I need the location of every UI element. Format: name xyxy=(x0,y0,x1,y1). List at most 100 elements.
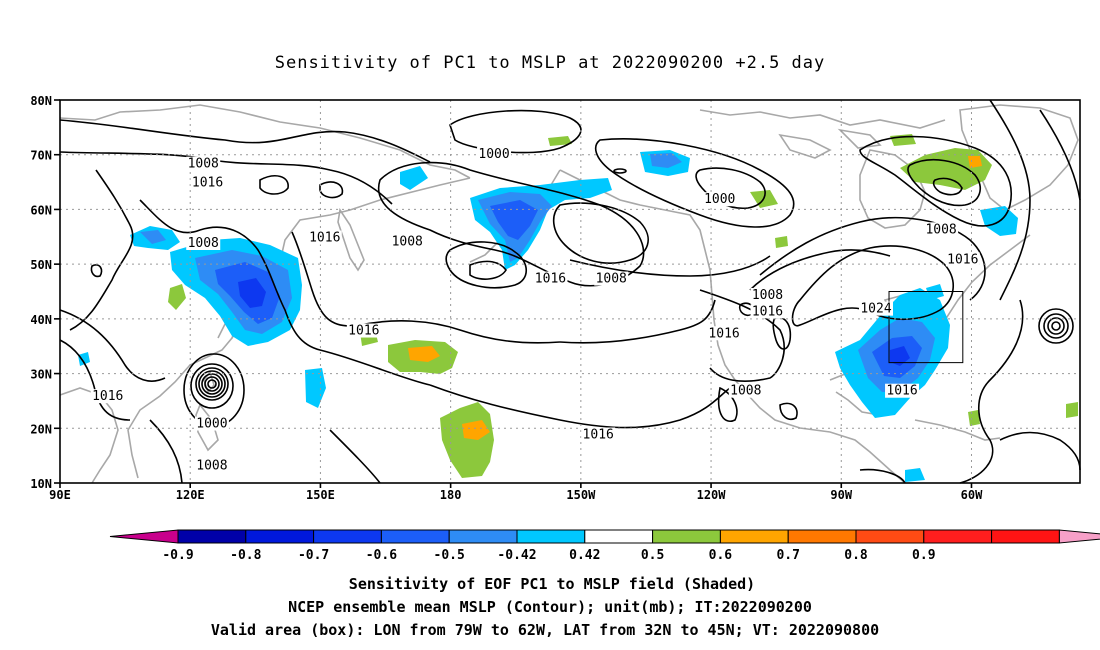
shade-pos-central-pacific-core xyxy=(408,346,440,362)
contour-label-background xyxy=(750,287,785,302)
contour-line xyxy=(959,299,1024,484)
contour-typhoon xyxy=(190,363,234,409)
colorbar-segment xyxy=(991,529,1060,544)
contour-line xyxy=(59,119,431,163)
contour-label: 1016 xyxy=(750,304,785,319)
contour-line xyxy=(999,431,1081,471)
shade-neg-japan-core xyxy=(238,278,266,308)
contour-label: 1008 xyxy=(594,271,629,287)
contour-label-background xyxy=(186,156,221,171)
contour-line xyxy=(552,202,649,264)
colorbar-segment xyxy=(380,529,450,544)
coastline-kamchatka xyxy=(337,207,365,272)
coastline-asia-north xyxy=(59,104,471,179)
contour-label-text: 1016 xyxy=(309,231,340,246)
colorbar-segment xyxy=(923,529,993,544)
contour-line xyxy=(559,299,716,344)
contour-label-background xyxy=(477,146,512,161)
contour-label: 1016 xyxy=(533,271,568,287)
shade-neg-small-1 xyxy=(78,352,90,366)
contour-label-text: 1016 xyxy=(535,272,566,287)
contour-typhoon xyxy=(198,370,226,398)
lat-tick-label: 30N xyxy=(30,368,52,382)
contour-line xyxy=(772,316,792,350)
valid-area-box xyxy=(888,291,964,364)
lat-tick-label: 80N xyxy=(30,94,52,108)
contour-label: 1000 xyxy=(702,192,737,207)
lon-tick-label: 120E xyxy=(176,488,205,502)
latitude-labels: 80N 70N 60N 50N 40N 30N 20N 10N xyxy=(30,94,60,491)
colorbar-segment xyxy=(855,529,925,544)
colorbar-segment xyxy=(719,529,789,544)
contour-typhoon xyxy=(195,367,229,401)
contour-label-text: 1016 xyxy=(947,252,978,267)
shade-neg-gulfalaska-inner xyxy=(650,153,682,168)
shade-neg-aleut-small xyxy=(400,166,428,190)
contour-label-background xyxy=(190,175,225,190)
lon-tick-label: 180 xyxy=(440,488,462,502)
colorbar-tick-label: 0.8 xyxy=(844,548,868,563)
contour-hurricane xyxy=(1043,313,1069,339)
contour-label: 1000 xyxy=(194,416,229,432)
contour-line xyxy=(791,245,954,327)
contour-label: 1008 xyxy=(924,222,959,237)
contour-typhoon xyxy=(207,379,217,389)
contour-typhoon xyxy=(204,376,220,392)
lon-tick-label: 90E xyxy=(49,488,71,502)
lon-tick-label: 90W xyxy=(830,488,852,502)
contour-line xyxy=(69,169,134,331)
shade-pos-small-3 xyxy=(548,136,572,146)
lon-tick-label: 60W xyxy=(961,488,983,502)
contour-label-text: 1008 xyxy=(596,272,627,287)
contour-label-text: 1016 xyxy=(886,384,917,399)
contour-label-text: 1008 xyxy=(925,222,956,237)
longitude-labels: 90E 120E 150E 180 150W 120W 90W 60W xyxy=(49,483,983,502)
coastline-arctic-islands xyxy=(699,109,946,129)
shade-pos-small-1 xyxy=(168,284,186,310)
contour-label-background xyxy=(194,416,229,431)
contour-label-text: 1008 xyxy=(188,236,219,251)
contour-label-background xyxy=(707,326,742,341)
colorbar-tick-label: 0.9 xyxy=(912,548,935,563)
lat-tick-label: 60N xyxy=(30,203,52,217)
colorbar-over-triangle xyxy=(1058,529,1100,544)
contour-label: 1008 xyxy=(750,287,785,303)
sensitivity-shading xyxy=(78,134,1078,482)
lat-tick-label: 40N xyxy=(30,313,52,327)
colorbar-tick-label: -0.42 xyxy=(497,548,536,563)
contour-label-text: 1016 xyxy=(192,175,223,190)
contour-label-text: 1016 xyxy=(92,389,123,404)
contour-line xyxy=(259,175,289,195)
caption-line-3: Valid area (box): LON from 79W to 62W, L… xyxy=(211,621,879,639)
contour-line xyxy=(749,249,891,291)
contour-line xyxy=(329,429,381,484)
lat-tick-label: 70N xyxy=(30,149,52,163)
contour-low xyxy=(613,168,627,174)
caption-line-1: Sensitivity of EOF PC1 to MSLP field (Sh… xyxy=(349,575,755,593)
contour-label-text: 1000 xyxy=(704,192,735,207)
contour-label-background xyxy=(194,458,229,473)
colorbar-tick-label: -0.6 xyxy=(366,548,397,563)
contour-label: 1016 xyxy=(945,252,980,267)
contour-line xyxy=(779,402,798,421)
colorbar-tick-label: -0.9 xyxy=(162,548,193,563)
contour-label-background xyxy=(594,271,629,286)
lat-tick-label: 10N xyxy=(30,477,52,491)
shade-neg-china-inner xyxy=(140,230,166,244)
colorbar-tick-label: 0.7 xyxy=(776,548,799,563)
map-frame xyxy=(59,99,1081,484)
colorbar-tick-label: -0.5 xyxy=(434,548,465,563)
caption-line-2: NCEP ensemble mean MSLP (Contour); unit(… xyxy=(288,598,812,616)
coastline-na-west xyxy=(711,294,906,484)
contour-line xyxy=(859,468,906,484)
figure-title: Sensitivity of PC1 to MSLP at 2022090200… xyxy=(275,53,826,73)
contour-label-text: 1000 xyxy=(478,147,509,162)
colorbar-segment xyxy=(584,529,654,544)
colorbar-tick-label: -0.7 xyxy=(298,548,329,563)
contour-label-background xyxy=(945,252,980,267)
contour-line xyxy=(291,231,561,344)
contour-line xyxy=(59,309,166,382)
